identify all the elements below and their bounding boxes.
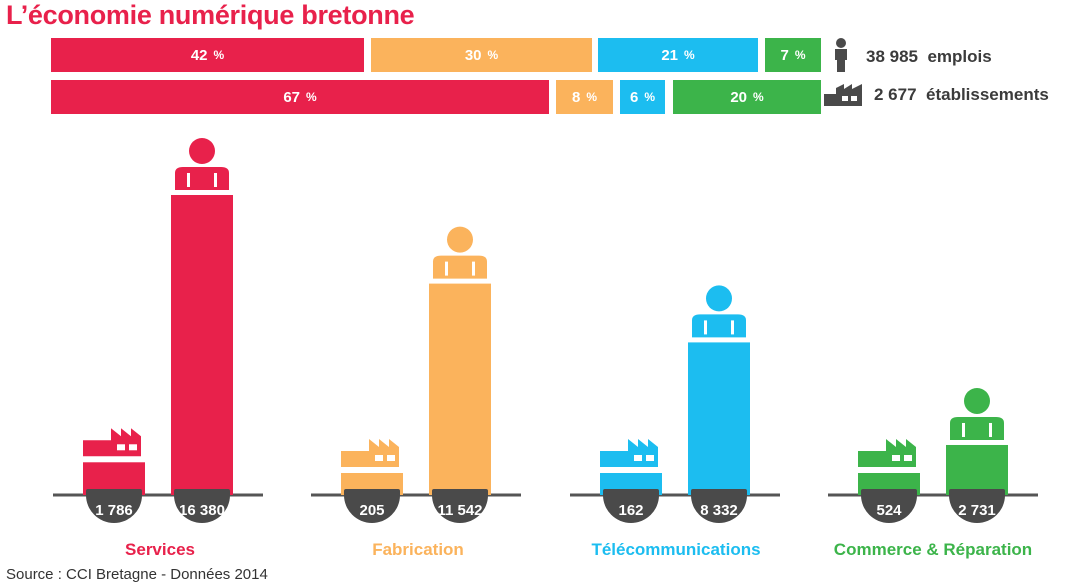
value-badge-top (344, 489, 400, 497)
value-badge-top (949, 489, 1005, 497)
value-label: 11 542 (437, 502, 482, 519)
person-icon (175, 138, 229, 190)
factory-icon (600, 439, 658, 467)
value-badge (86, 495, 142, 523)
value-label: 16 380 (179, 502, 225, 519)
factory-icon (858, 439, 916, 467)
value-badge (174, 495, 230, 523)
category-label-fabrication: Fabrication (372, 540, 464, 559)
chart-title: L’économie numérique bretonne (6, 0, 415, 30)
share-segment-telecom: 6% (620, 80, 665, 114)
bar-commerce-emplois (946, 444, 1008, 495)
value-badge (344, 495, 400, 523)
person-icon (950, 387, 1004, 440)
source-note: Source : CCI Bretagne - Données 2014 (6, 566, 268, 583)
value-label: 162 (618, 502, 643, 519)
value-badge-top (603, 489, 659, 497)
bar-telecom-emplois (688, 342, 750, 495)
value-label: 2 731 (958, 502, 996, 519)
value-badge-top (861, 489, 917, 497)
value-badge (861, 495, 917, 523)
factory-icon (83, 428, 141, 457)
value-label: 524 (876, 502, 902, 519)
value-badge (691, 495, 747, 523)
value-label: 8 332 (700, 502, 738, 519)
person-icon (692, 285, 746, 338)
value-badge-top (86, 489, 142, 497)
value-label: 1 786 (95, 502, 133, 519)
share-segment-fabrication: 8% (556, 80, 613, 114)
value-badge (949, 495, 1005, 523)
value-label: 205 (359, 502, 384, 519)
share-segment-commerce: 20% (673, 80, 821, 114)
value-badge (603, 495, 659, 523)
person-icon (433, 226, 487, 279)
share-segment-fabrication: 30% (371, 38, 592, 72)
factory-icon (824, 84, 862, 106)
value-badge-top (174, 489, 230, 497)
share-segment-services: 42% (51, 38, 364, 72)
category-label-telecom: Télécommunications (591, 540, 761, 559)
share-segment-commerce: 7% (765, 38, 821, 72)
factory-icon (341, 439, 399, 467)
share-segment-telecom: 21% (598, 38, 758, 72)
share-segment-services: 67% (51, 80, 549, 114)
bar-services-emplois (171, 195, 233, 495)
person-icon (835, 38, 847, 72)
category-label-services: Services (125, 540, 195, 559)
value-badge-top (691, 489, 747, 497)
legend-etablissements: 2 677 établissements (874, 85, 1049, 104)
value-badge-top (432, 489, 488, 497)
bar-fabrication-emplois (429, 283, 491, 495)
value-badge (432, 495, 488, 523)
legend-emplois: 38 985 emplois (866, 47, 992, 66)
category-label-commerce: Commerce & Réparation (833, 540, 1033, 559)
